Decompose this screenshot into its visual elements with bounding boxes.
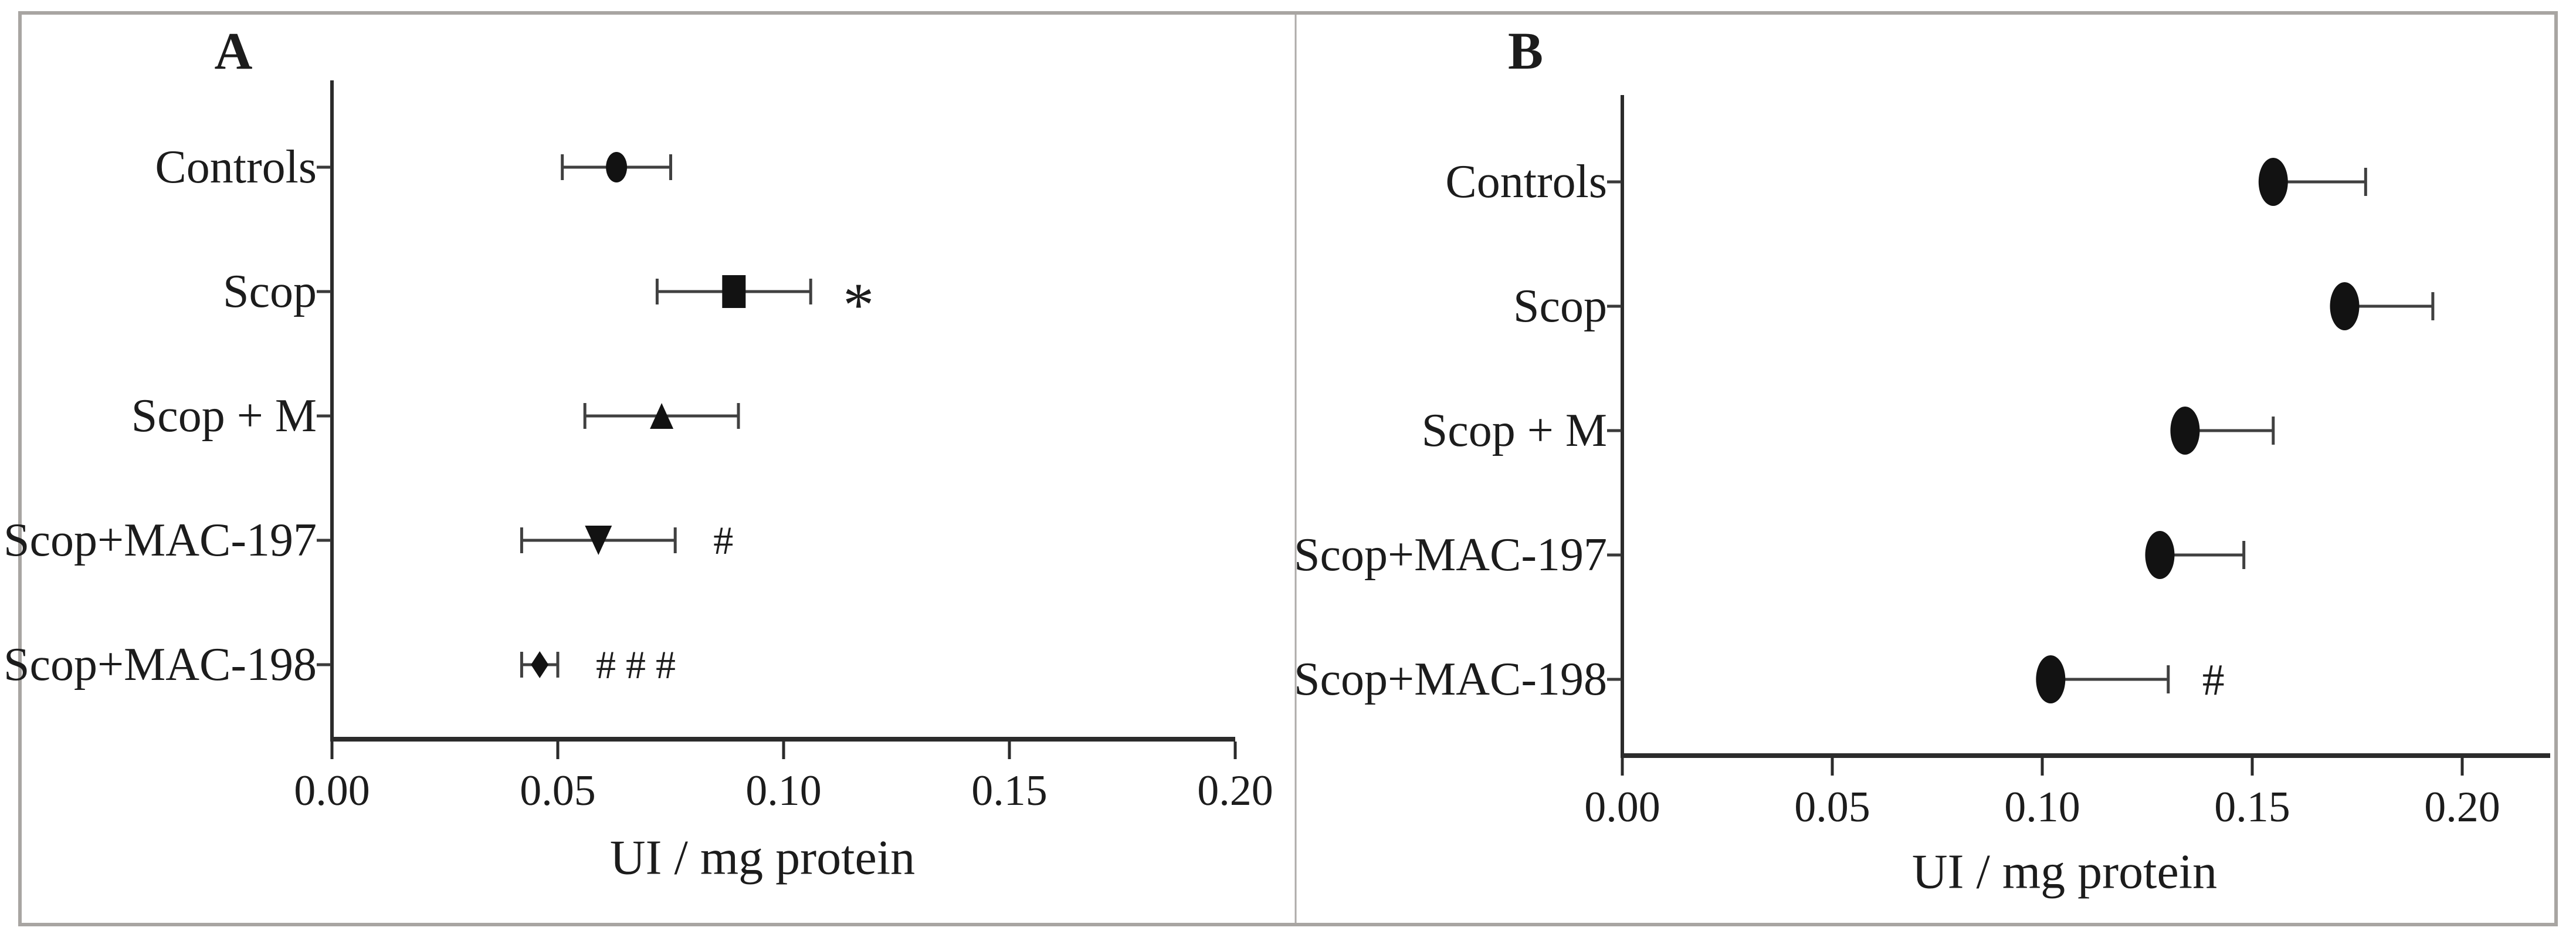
- error-bar: [2273, 168, 2367, 196]
- category-label: Scop: [1513, 280, 1607, 332]
- category-label: Scop: [223, 266, 317, 317]
- marker-circle: [606, 152, 628, 182]
- x-tick-label: 0.05: [1794, 783, 1870, 831]
- category-label: Scop+MAC-197: [1294, 529, 1607, 581]
- category-label: Controls: [155, 141, 317, 193]
- category-label: Controls: [1445, 156, 1607, 208]
- x-axis-title: UI / mg protein: [610, 831, 915, 885]
- x-tick-label: 0.10: [2004, 783, 2080, 831]
- marker-circle: [2330, 282, 2360, 330]
- marker-triangle-up: [650, 403, 674, 429]
- x-tick-label: 0.05: [520, 767, 596, 815]
- panel-b: B 0.00 0.05 0.10 0.15 0.20 UI / mg protein Cont…: [1294, 22, 2550, 899]
- panel-letter: B: [1508, 22, 1543, 80]
- significance-hash: # # #: [596, 642, 676, 687]
- x-tick-label: 0.15: [2214, 783, 2290, 831]
- marker-circle: [2258, 158, 2288, 206]
- error-bar: [2185, 417, 2275, 445]
- x-tick-label: 0.00: [1584, 783, 1660, 831]
- x-tick-label: 0.20: [2424, 783, 2500, 831]
- category-label: Scop + M: [131, 390, 317, 442]
- marker-diamond: [531, 651, 549, 678]
- marker-circle: [2145, 531, 2175, 579]
- category-label: Scop + M: [1422, 405, 1607, 456]
- significance-asterisk: *: [843, 270, 874, 339]
- x-axis-title: UI / mg protein: [1912, 845, 2217, 899]
- x-tick-label: 0.00: [294, 767, 370, 815]
- category-label: Scop+MAC-197: [4, 514, 317, 566]
- panel-letter: A: [215, 22, 253, 80]
- significance-hash: #: [2202, 655, 2225, 705]
- x-tick-label: 0.20: [1197, 767, 1273, 815]
- x-tick-label: 0.15: [971, 767, 1048, 815]
- error-bar: [2344, 292, 2435, 320]
- category-label: Scop+MAC-198: [1294, 654, 1607, 705]
- marker-triangle-down: [585, 526, 612, 555]
- figure-border: [18, 11, 2558, 926]
- panel-a: A 0.00 0.05 0.10 0.15 0.20 UI / mg protein Cont…: [4, 22, 1273, 885]
- category-label: Scop+MAC-198: [4, 639, 317, 690]
- error-bar: [2050, 665, 2170, 693]
- marker-square: [722, 275, 746, 308]
- marker-circle: [2170, 407, 2200, 455]
- x-tick-label: 0.10: [745, 767, 822, 815]
- marker-circle: [2036, 655, 2066, 703]
- significance-hash: #: [713, 518, 733, 563]
